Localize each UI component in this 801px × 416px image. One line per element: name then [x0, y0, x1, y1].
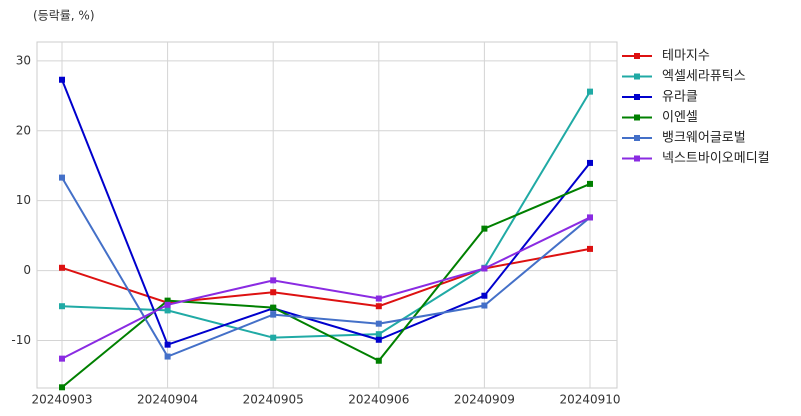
marker	[375, 303, 382, 310]
legend-marker	[634, 114, 640, 121]
marker	[59, 264, 65, 271]
legend-label: 엑셀세라퓨틱스	[662, 69, 746, 84]
legend-entry: 뱅크웨어글로벌	[622, 131, 746, 146]
marker	[481, 302, 488, 309]
marker	[59, 303, 65, 310]
plot-area	[36, 41, 618, 389]
legend-marker	[634, 53, 640, 59]
y-tick-label: 30	[16, 53, 31, 67]
marker	[481, 292, 488, 299]
legend-marker	[634, 73, 640, 80]
marker	[164, 353, 171, 360]
marker	[270, 277, 277, 284]
legend-entry: 유라클	[622, 90, 698, 105]
x-tick-label: 20240910	[559, 393, 620, 407]
x-tick-label: 20240903	[31, 393, 92, 407]
marker	[587, 159, 593, 166]
y-tick-label: -10	[11, 333, 31, 347]
legend-entry: 테마지수	[622, 49, 710, 64]
marker	[59, 355, 65, 362]
marker	[164, 301, 171, 308]
legend-label: 유라클	[662, 90, 698, 105]
marker	[270, 304, 277, 311]
line	[61, 91, 591, 339]
legend-label: 테마지수	[662, 49, 710, 64]
legend-marker	[634, 94, 640, 100]
line	[61, 177, 591, 358]
line	[61, 182, 591, 389]
legend-marker	[634, 155, 640, 162]
marker	[270, 334, 277, 341]
marker	[587, 88, 593, 95]
marker	[270, 311, 277, 318]
x-tick-label: 20240905	[243, 393, 304, 407]
marker	[481, 265, 488, 272]
y-tick-label: 0	[23, 263, 31, 277]
legend-entry: 엑셀세라퓨틱스	[622, 69, 746, 84]
marker	[587, 214, 593, 221]
marker	[270, 289, 277, 296]
legend-entry: 넥스트바이오메디컬	[622, 151, 770, 166]
y-axis-label: (등락률, %)	[33, 9, 95, 23]
y-tick-label: 20	[16, 123, 31, 137]
y-tick-label: 10	[16, 193, 31, 207]
marker	[375, 295, 382, 302]
marker	[587, 245, 593, 252]
legend-label: 이엔셀	[662, 110, 698, 125]
marker	[59, 384, 65, 391]
marker	[164, 341, 171, 348]
legend-entry: 이엔셀	[622, 110, 698, 125]
line	[61, 247, 591, 308]
marker	[375, 336, 382, 343]
legend-label: 넥스트바이오메디컬	[662, 151, 770, 166]
x-tick-label: 20240906	[348, 393, 409, 407]
marker	[375, 320, 382, 327]
x-tick-label: 20240904	[137, 393, 198, 407]
marker	[59, 76, 65, 83]
marker	[375, 331, 382, 338]
marker	[375, 357, 382, 364]
legend-marker	[634, 135, 640, 141]
line	[61, 216, 591, 360]
marker	[164, 307, 171, 314]
marker	[59, 174, 65, 181]
x-tick-label: 20240909	[454, 393, 515, 407]
marker	[481, 225, 488, 232]
marker	[164, 297, 171, 304]
marker	[587, 180, 593, 187]
legend-label: 뱅크웨어글로벌	[662, 131, 746, 146]
line	[61, 79, 591, 346]
